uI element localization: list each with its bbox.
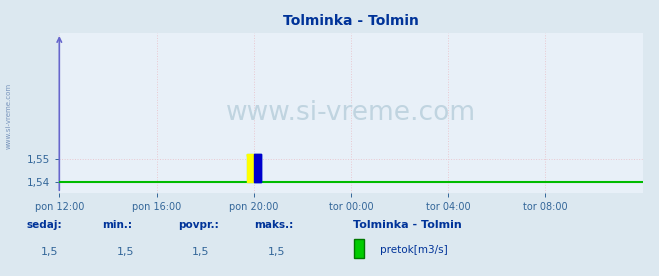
Text: 1,5: 1,5 (192, 247, 210, 257)
Text: sedaj:: sedaj: (26, 220, 62, 230)
Text: www.si-vreme.com: www.si-vreme.com (5, 83, 11, 149)
Text: www.si-vreme.com: www.si-vreme.com (226, 100, 476, 126)
Text: pretok[m3/s]: pretok[m3/s] (380, 245, 447, 255)
Title: Tolminka - Tolmin: Tolminka - Tolmin (283, 14, 419, 28)
Text: 1,5: 1,5 (268, 247, 285, 257)
Text: min.:: min.: (102, 220, 132, 230)
Text: 1,5: 1,5 (117, 247, 134, 257)
Text: 1,5: 1,5 (41, 247, 58, 257)
Text: Tolminka - Tolmin: Tolminka - Tolmin (353, 220, 461, 230)
Text: maks.:: maks.: (254, 220, 293, 230)
Text: povpr.:: povpr.: (178, 220, 219, 230)
